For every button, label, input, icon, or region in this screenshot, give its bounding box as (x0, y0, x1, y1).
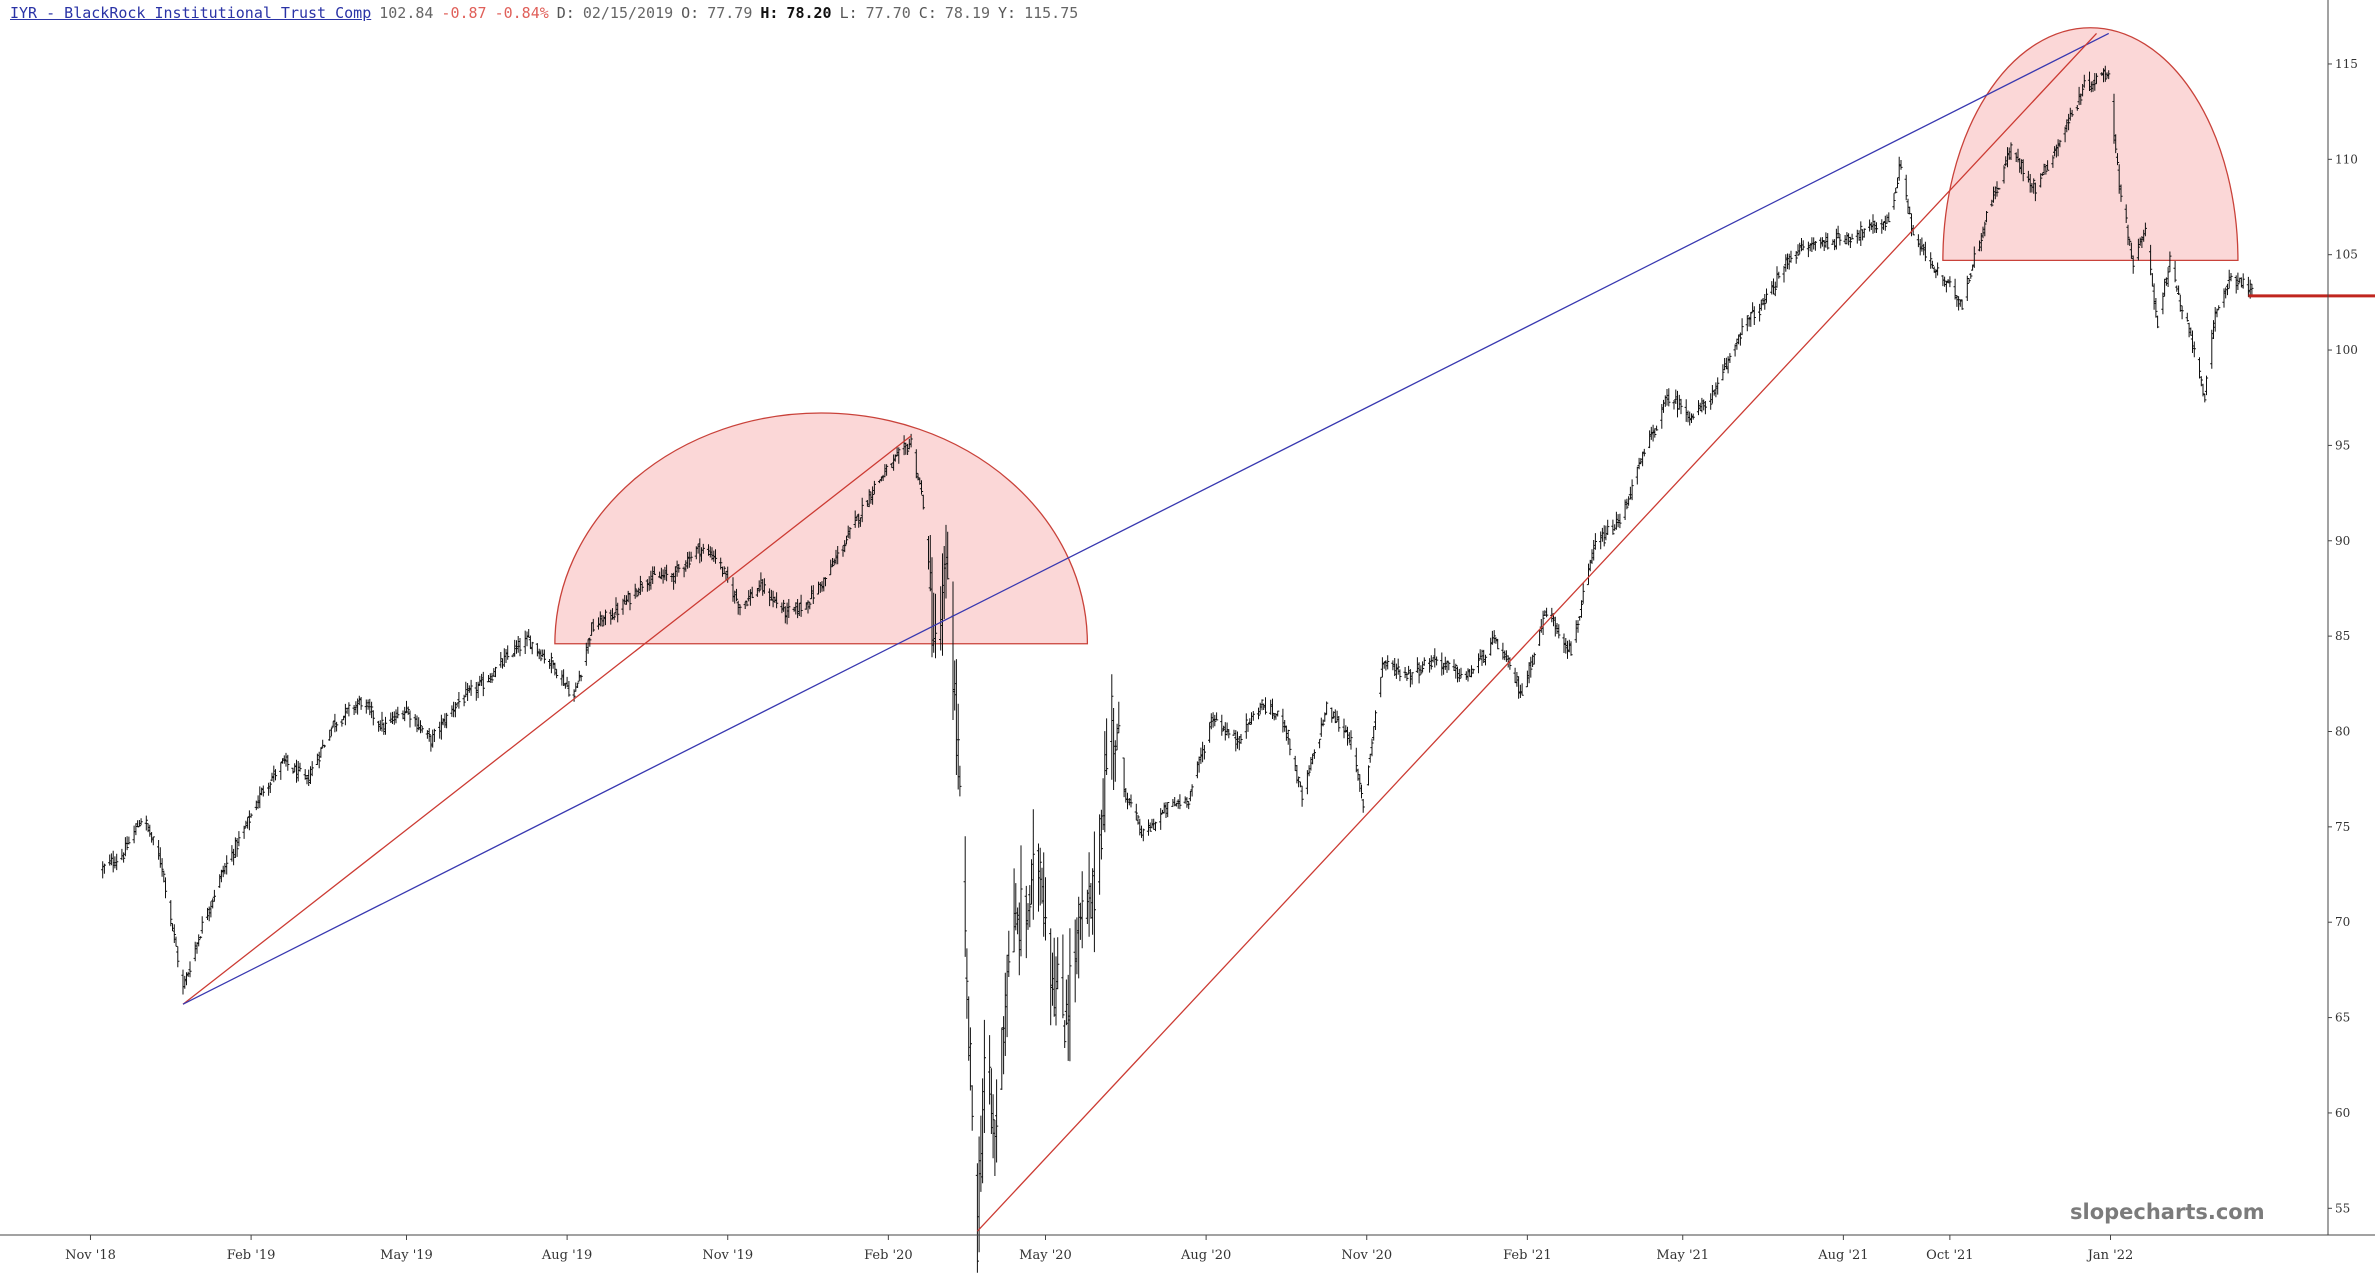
open-value: 77.79 (707, 4, 753, 22)
x-tick-label: May '19 (380, 1248, 433, 1263)
y-value: 115.75 (1024, 4, 1079, 22)
dome-shapes (554, 27, 2239, 645)
y-tick-label: 55 (2335, 1201, 2350, 1215)
dome-2 (1942, 27, 2239, 262)
last-price: 102.84 (379, 4, 434, 22)
symbol-title-link[interactable]: IYR - BlackRock Institutional Trust Comp (10, 4, 372, 22)
x-tick-label: May '21 (1656, 1248, 1709, 1263)
x-tick-label: Aug '20 (1180, 1248, 1231, 1263)
trendline-red-1 (182, 435, 912, 1005)
date-label: D: (556, 4, 575, 22)
trendlines (182, 32, 2110, 1232)
close-value: 78.19 (944, 4, 991, 22)
x-tick-label: Aug '19 (541, 1248, 592, 1263)
x-tick-label: Feb '20 (864, 1248, 913, 1263)
open-label: O: (681, 4, 700, 22)
x-tick-label: Nov '20 (1341, 1248, 1392, 1263)
y-tick-label: 90 (2335, 534, 2350, 548)
trendline-blue-2 (182, 32, 2110, 1005)
y-tick-label: 115 (2335, 57, 2358, 71)
ohlc-bar-series (101, 65, 2254, 1273)
ohlc-bars (101, 65, 2254, 1273)
x-tick-label: Oct '21 (1926, 1248, 1973, 1263)
x-tick-label: Feb '21 (1503, 1248, 1552, 1263)
x-tick-label: Nov '19 (702, 1248, 753, 1263)
low-value: 77.70 (865, 4, 911, 22)
y-tick-label: 80 (2335, 724, 2350, 738)
dome-1 (554, 412, 1089, 645)
y-tick-label: 85 (2335, 629, 2350, 643)
y-tick-label: 95 (2335, 438, 2350, 452)
x-tick-label: Nov '18 (65, 1248, 116, 1263)
low-label: L: (839, 4, 858, 22)
y-label: Y: (998, 4, 1017, 22)
price-change: -0.87 (441, 4, 487, 22)
x-tick-label: Aug '21 (1817, 1248, 1868, 1263)
high-value: 78.20 (786, 4, 832, 22)
price-change-percent: -0.84% (494, 4, 549, 22)
watermark: slopecharts.com (2070, 1200, 2265, 1224)
y-tick-label: 100 (2335, 343, 2358, 357)
y-tick-label: 75 (2335, 820, 2350, 834)
high-label: H: (760, 4, 779, 22)
y-tick-label: 70 (2335, 915, 2350, 929)
y-tick-label: 110 (2335, 152, 2358, 166)
y-tick-label: 105 (2335, 248, 2358, 262)
x-tick-label: Jan '22 (2086, 1248, 2134, 1263)
y-tick-label: 60 (2335, 1106, 2350, 1120)
x-tick-label: Feb '19 (227, 1248, 276, 1263)
close-label: C: (918, 4, 937, 22)
y-tick-label: 65 (2335, 1011, 2350, 1025)
x-tick-label: May '20 (1019, 1248, 1072, 1263)
chart-header: IYR - BlackRock Institutional Trust Comp… (10, 2, 1078, 24)
trendline-red-3 (976, 32, 2097, 1232)
date-value: 02/15/2019 (582, 4, 674, 22)
